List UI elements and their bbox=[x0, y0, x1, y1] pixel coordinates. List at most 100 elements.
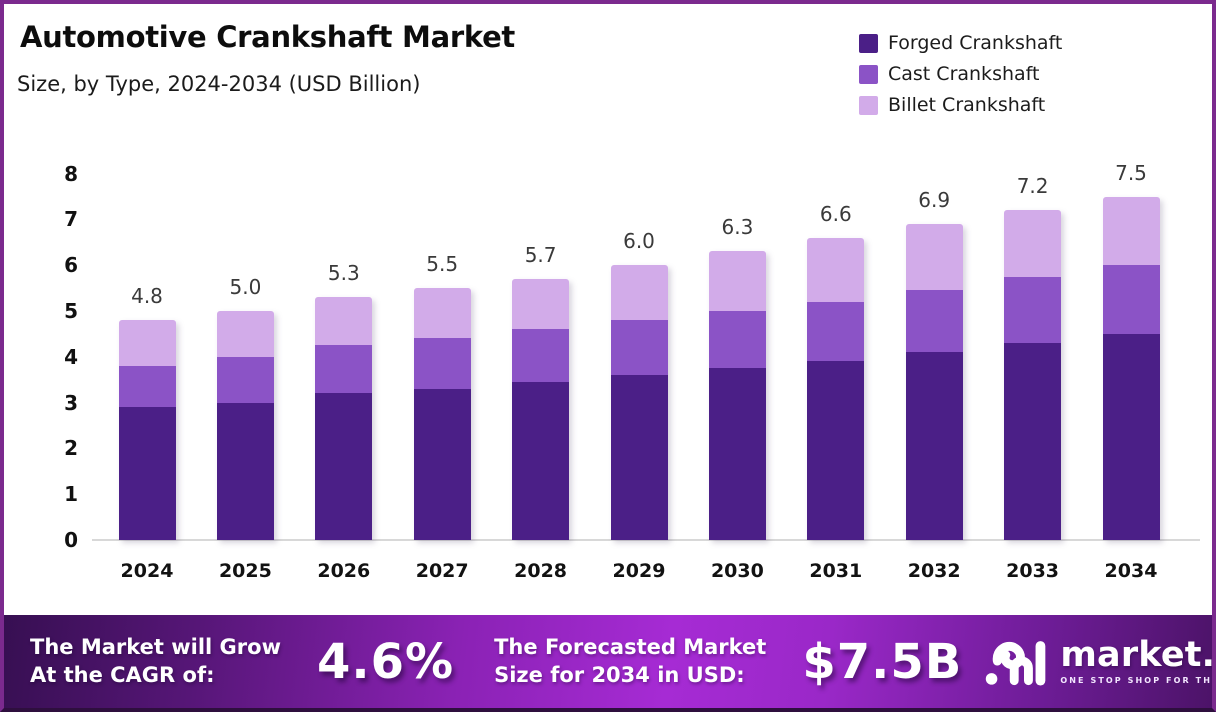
bar-2027 bbox=[413, 288, 471, 540]
bar-2024-cast bbox=[118, 365, 176, 408]
y-tick-0: 0 bbox=[64, 528, 78, 552]
chart-canvas: Automotive Crankshaft Market Size, by Ty… bbox=[4, 4, 1212, 708]
page-title: Automotive Crankshaft Market bbox=[20, 20, 515, 54]
y-tick-3: 3 bbox=[64, 390, 78, 415]
bar-2028 bbox=[512, 278, 570, 540]
total-label-2024: 4.8 bbox=[131, 284, 163, 309]
bar-2033-forged bbox=[1004, 343, 1062, 540]
bar-2034-forged bbox=[1102, 333, 1160, 540]
bar-2034 bbox=[1102, 196, 1160, 540]
x-label-2026: 2026 bbox=[317, 560, 371, 582]
y-tick-7: 7 bbox=[64, 207, 78, 232]
total-label-2031: 6.6 bbox=[819, 201, 852, 226]
bar-2027-cast bbox=[413, 338, 471, 389]
bar-2032 bbox=[905, 223, 963, 540]
brand-logo: market.us ONE STOP SHOP FOR THE REPORTS bbox=[984, 634, 1216, 690]
y-tick-4: 4 bbox=[64, 344, 78, 369]
y-tick-6: 6 bbox=[64, 253, 78, 278]
x-label-2032: 2032 bbox=[907, 560, 961, 582]
bar-2026-cast bbox=[315, 345, 373, 394]
x-axis-line bbox=[92, 539, 1200, 541]
bar-2026-billet bbox=[315, 297, 373, 346]
brand-text: market.us ONE STOP SHOP FOR THE REPORTS bbox=[1060, 635, 1216, 685]
x-label-2028: 2028 bbox=[514, 560, 568, 582]
cagr-label: The Market will Grow At the CAGR of: bbox=[30, 635, 281, 687]
bar-2034-cast bbox=[1102, 265, 1160, 334]
bar-2028-cast bbox=[512, 329, 570, 382]
bar-2029-forged bbox=[610, 375, 668, 540]
total-label-2026: 5.3 bbox=[327, 261, 360, 286]
bar-2031 bbox=[807, 237, 865, 540]
total-label-2025: 5.0 bbox=[229, 275, 262, 299]
bar-2027-forged bbox=[413, 388, 471, 540]
bar-2031-cast bbox=[807, 301, 865, 362]
forecast-label: The Forecasted Market Size for 2034 in U… bbox=[494, 635, 767, 687]
forged-swatch-icon bbox=[859, 33, 878, 53]
x-label-2030: 2030 bbox=[710, 560, 764, 582]
bar-2025 bbox=[216, 311, 274, 540]
billet-swatch-icon bbox=[859, 95, 878, 115]
x-label-2027: 2027 bbox=[415, 560, 469, 582]
total-label-2028: 5.7 bbox=[524, 242, 557, 267]
x-label-2025: 2025 bbox=[218, 560, 272, 582]
bar-2025-billet bbox=[216, 311, 274, 357]
x-label-2024: 2024 bbox=[120, 560, 174, 582]
legend-item-forged: Forged Crankshaft bbox=[859, 32, 1062, 54]
footer-banner: The Market will Grow At the CAGR of: 4.6… bbox=[4, 615, 1212, 708]
legend-label-cast: Cast Crankshaft bbox=[888, 63, 1040, 85]
bar-2033-billet bbox=[1004, 210, 1062, 277]
bar-2033-cast bbox=[1004, 276, 1062, 344]
legend-label-billet: Billet Crankshaft bbox=[888, 94, 1046, 116]
x-label-2029: 2029 bbox=[612, 560, 666, 582]
x-label-2031: 2031 bbox=[809, 560, 863, 582]
brand-name: market.us bbox=[1060, 635, 1216, 675]
total-label-2029: 6.0 bbox=[623, 229, 655, 254]
stacked-bar-chart: 0 1 2 3 4 5 6 7 8 4.8 2024 5.0 2025 5.3 2026 5.5 2027 5.7… bbox=[4, 4, 1212, 708]
marketus-swirl-icon bbox=[986, 640, 1046, 686]
bar-2032-forged bbox=[905, 352, 963, 540]
bar-2025-cast bbox=[216, 356, 274, 403]
bar-2030-billet bbox=[708, 251, 766, 311]
cast-swatch-icon bbox=[859, 64, 878, 84]
bar-2028-forged bbox=[512, 381, 570, 540]
legend-item-billet: Billet Crankshaft bbox=[859, 94, 1062, 116]
bar-2030 bbox=[708, 251, 766, 540]
y-tick-2: 2 bbox=[64, 436, 78, 461]
bar-2028-billet bbox=[512, 278, 570, 330]
bar-2031-forged bbox=[807, 361, 865, 540]
x-label-2033: 2033 bbox=[1006, 560, 1060, 582]
bar-2026-forged bbox=[315, 393, 373, 540]
total-label-2030: 6.3 bbox=[721, 215, 754, 240]
bar-2024 bbox=[118, 320, 176, 540]
bar-2026 bbox=[315, 297, 373, 540]
cagr-value: 4.6% bbox=[316, 633, 455, 690]
y-tick-1: 1 bbox=[64, 482, 78, 507]
bar-2027-billet bbox=[413, 288, 471, 339]
x-label-2034: 2034 bbox=[1104, 560, 1158, 582]
bar-2029-cast bbox=[610, 320, 668, 376]
bar-2024-billet bbox=[118, 320, 176, 366]
bar-2025-forged bbox=[216, 402, 274, 540]
page-subtitle: Size, by Type, 2024-2034 (USD Billion) bbox=[17, 72, 421, 96]
bar-2024-forged bbox=[118, 407, 176, 540]
brand-tagline: ONE STOP SHOP FOR THE REPORTS bbox=[1060, 676, 1213, 685]
bar-2030-cast bbox=[708, 310, 766, 369]
bar-2034-billet bbox=[1102, 196, 1160, 266]
bar-2032-billet bbox=[905, 223, 963, 291]
bar-2029-billet bbox=[610, 265, 668, 321]
bar-2033 bbox=[1004, 210, 1062, 540]
legend: Forged Crankshaft Cast Crankshaft Billet… bbox=[859, 32, 1062, 116]
bar-2030-forged bbox=[708, 368, 766, 540]
y-tick-8: 8 bbox=[64, 161, 78, 186]
legend-item-cast: Cast Crankshaft bbox=[859, 63, 1062, 85]
forecast-value: $7.5B bbox=[802, 633, 963, 690]
bar-2032-cast bbox=[905, 290, 963, 353]
total-label-2034: 7.5 bbox=[1115, 160, 1147, 185]
total-label-2027: 5.5 bbox=[426, 252, 459, 277]
y-tick-5: 5 bbox=[64, 299, 78, 323]
total-label-2033: 7.2 bbox=[1016, 174, 1049, 199]
total-label-2032: 6.9 bbox=[918, 187, 951, 212]
bar-2029 bbox=[610, 265, 668, 540]
legend-label-forged: Forged Crankshaft bbox=[888, 32, 1063, 54]
